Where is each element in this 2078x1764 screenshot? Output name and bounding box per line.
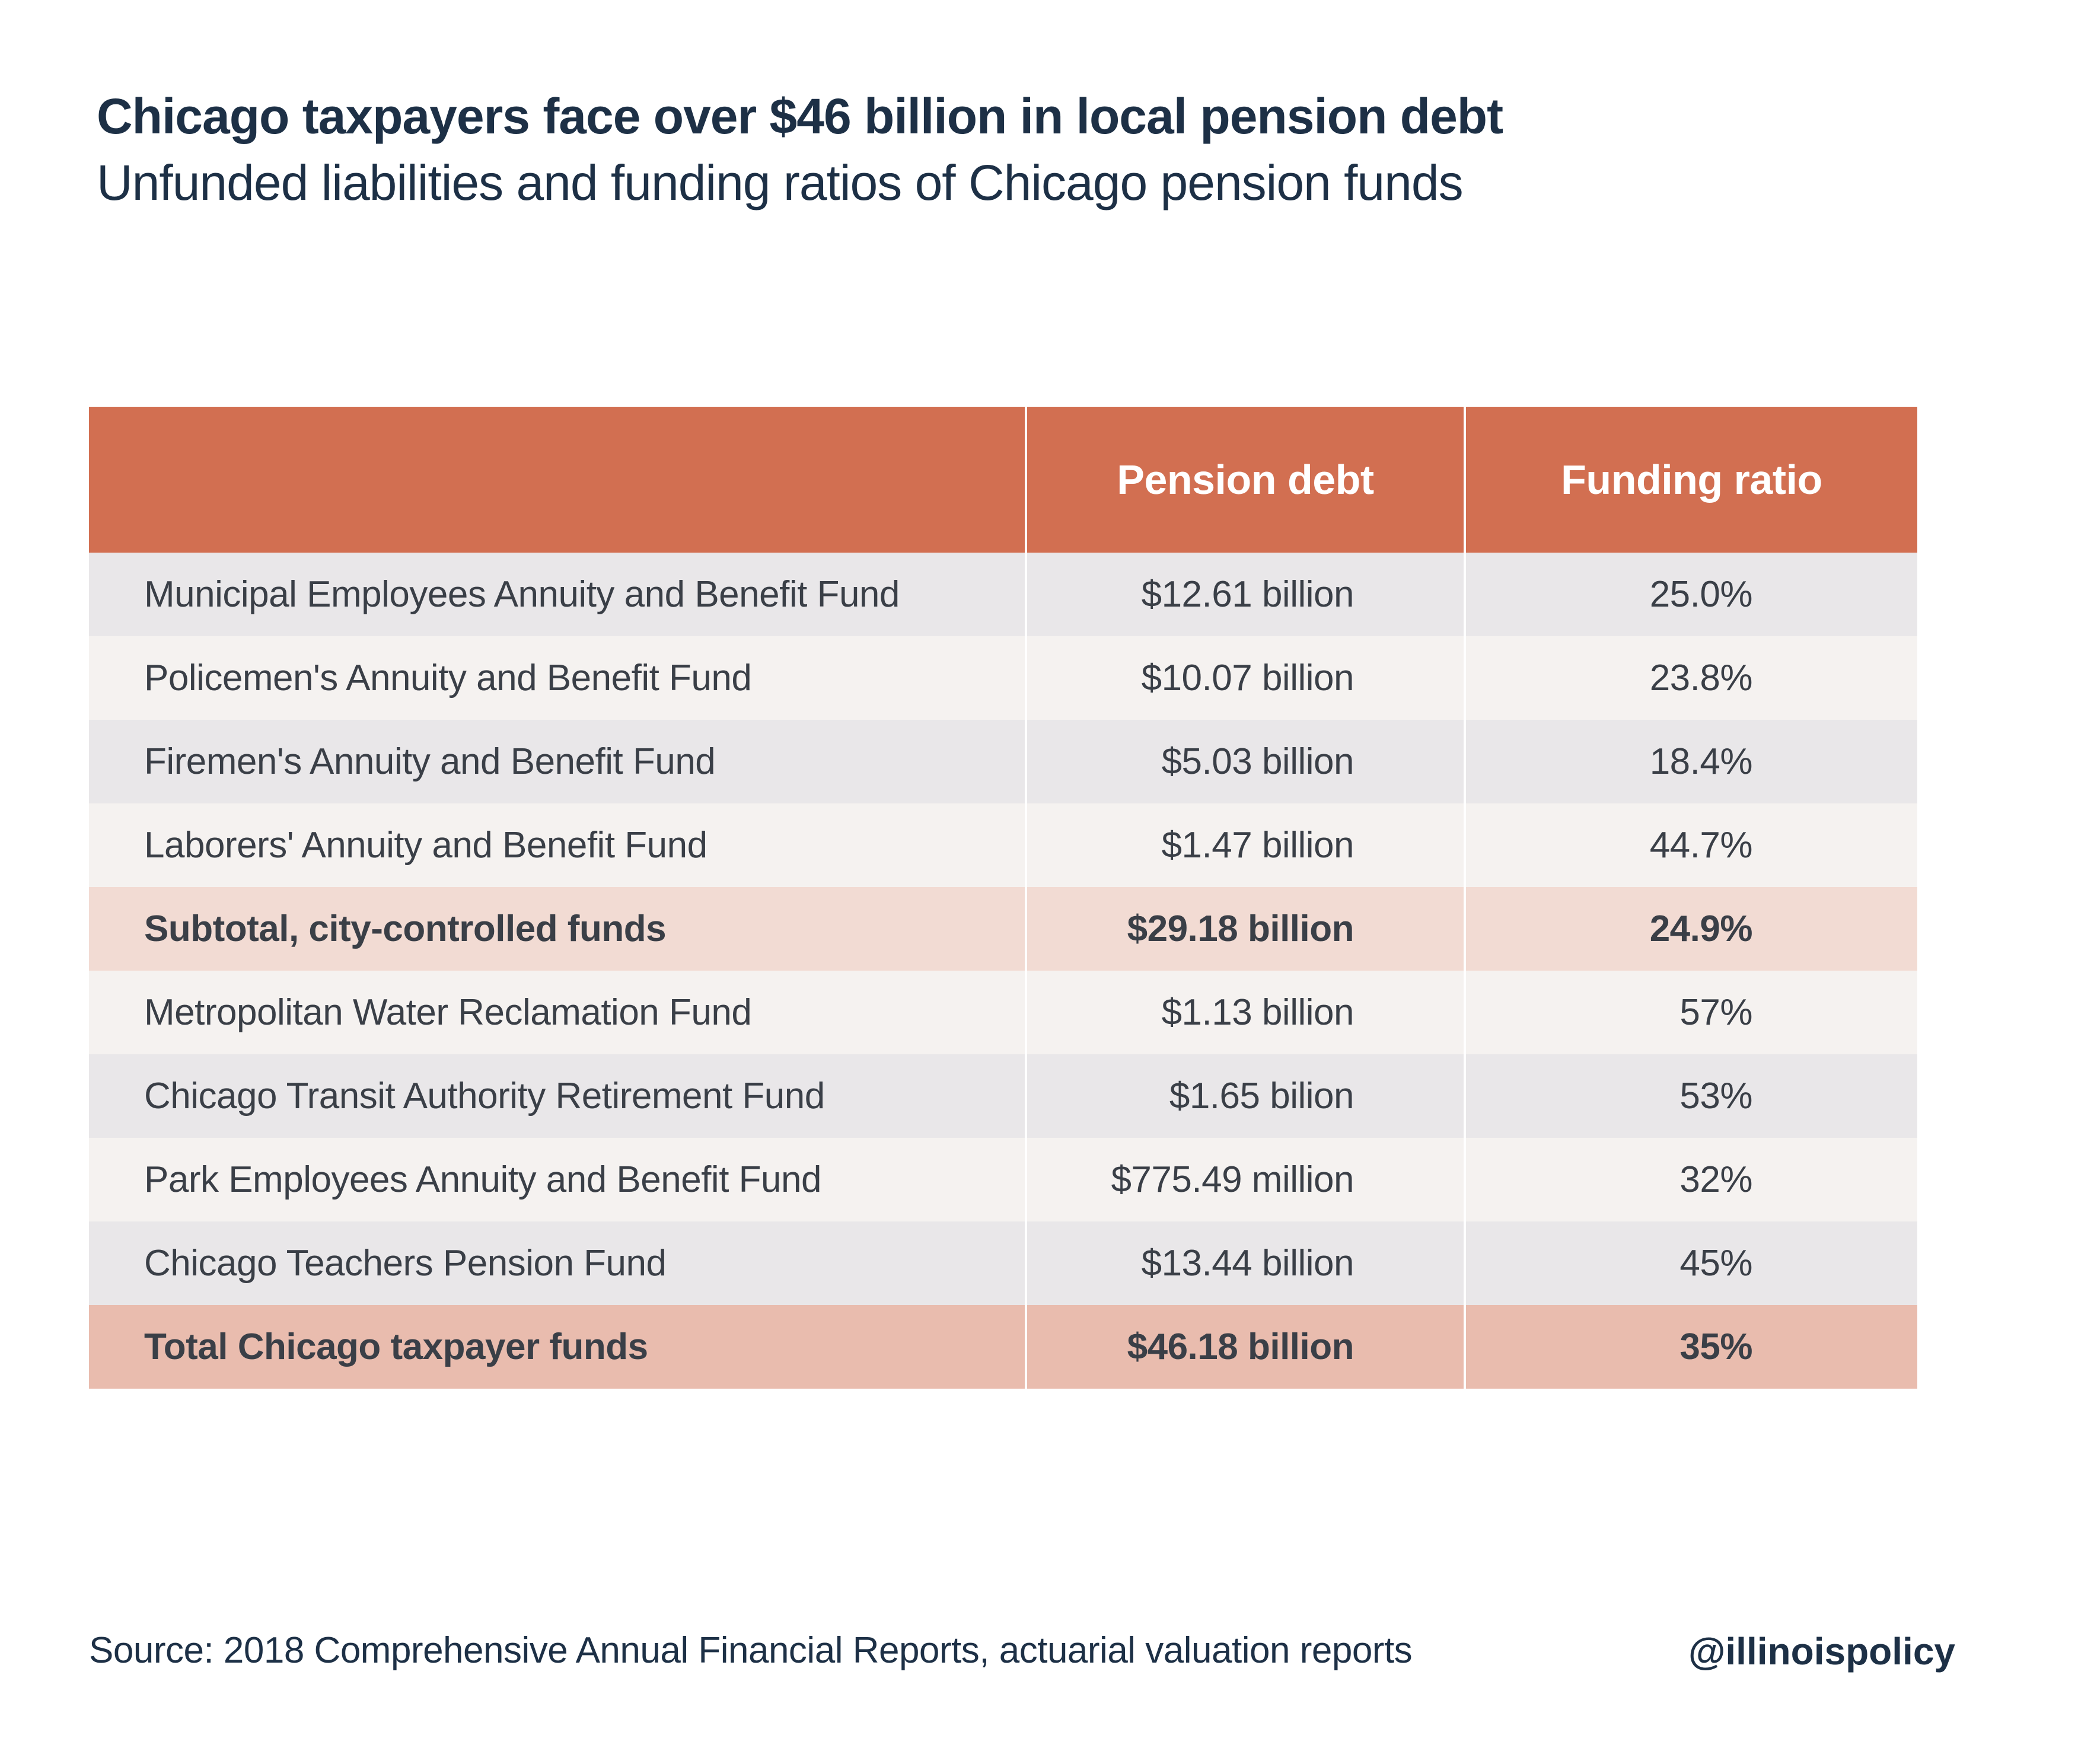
pension-debt-cell: $775.49 million: [1025, 1138, 1465, 1221]
table-row: Municipal Employees Annuity and Benefit …: [89, 553, 1917, 636]
source-note: Source: 2018 Comprehensive Annual Financ…: [89, 1630, 1413, 1671]
table-row: Laborers' Annuity and Benefit Fund $1.47 …: [89, 803, 1917, 887]
column-header-funding-ratio: Funding ratio: [1464, 407, 1917, 553]
column-header-fund: [89, 407, 1026, 553]
pension-debt-cell: $1.13 billion: [1025, 971, 1465, 1054]
funding-ratio-cell: 25.0%: [1464, 553, 1917, 636]
table-row: Chicago Transit Authority Retirement Fun…: [89, 1054, 1917, 1138]
table-row: Policemen's Annuity and Benefit Fund $10.…: [89, 636, 1917, 720]
table-row: Chicago Teachers Pension Fund $13.44 bill…: [89, 1221, 1917, 1305]
pension-table: Pension debt Funding ratio Municipal Emp…: [89, 407, 1917, 1389]
funding-ratio-cell: 24.9%: [1464, 887, 1917, 971]
fund-name-cell: Park Employees Annuity and Benefit Fund: [89, 1138, 1026, 1221]
pension-debt-cell: $5.03 billion: [1025, 720, 1465, 803]
fund-name-cell: Chicago Transit Authority Retirement Fun…: [89, 1054, 1026, 1138]
funding-ratio-cell: 53%: [1464, 1054, 1917, 1138]
table-row: Metropolitan Water Reclamation Fund $1.13…: [89, 971, 1917, 1054]
pension-debt-cell: $1.47 billion: [1025, 803, 1465, 887]
column-header-pension-debt: Pension debt: [1025, 407, 1465, 553]
chart-subtitle: Unfunded liabilities and funding ratios …: [97, 155, 1464, 210]
pension-debt-cell: $46.18 billion: [1025, 1305, 1465, 1389]
table-header-row: Pension debt Funding ratio: [89, 407, 1917, 553]
funding-ratio-cell: 35%: [1464, 1305, 1917, 1389]
table-body: Municipal Employees Annuity and Benefit …: [89, 553, 1917, 1389]
funding-ratio-cell: 44.7%: [1464, 803, 1917, 887]
funding-ratio-cell: 18.4%: [1464, 720, 1917, 803]
fund-name-cell: Metropolitan Water Reclamation Fund: [89, 971, 1026, 1054]
fund-name-cell: Laborers' Annuity and Benefit Fund: [89, 803, 1026, 887]
fund-name-cell: Municipal Employees Annuity and Benefit …: [89, 553, 1026, 636]
table-row: Park Employees Annuity and Benefit Fund $…: [89, 1138, 1917, 1221]
pension-debt-cell: $1.65 bilion: [1025, 1054, 1465, 1138]
fund-name-cell: Total Chicago taxpayer funds: [89, 1305, 1026, 1389]
chart-title: Chicago taxpayers face over $46 billion …: [97, 88, 1503, 144]
fund-name-cell: Firemen's Annuity and Benefit Fund: [89, 720, 1026, 803]
funding-ratio-cell: 45%: [1464, 1221, 1917, 1305]
fund-name-cell: Policemen's Annuity and Benefit Fund: [89, 636, 1026, 720]
fund-name-cell: Subtotal, city-controlled funds: [89, 887, 1026, 971]
pension-debt-cell: $10.07 billion: [1025, 636, 1465, 720]
total-row: Total Chicago taxpayer funds $46.18 billi…: [89, 1305, 1917, 1389]
funding-ratio-cell: 32%: [1464, 1138, 1917, 1221]
fund-name-cell: Chicago Teachers Pension Fund: [89, 1221, 1026, 1305]
pension-debt-cell: $12.61 billion: [1025, 553, 1465, 636]
subtotal-row: Subtotal, city-controlled funds $29.18 bi…: [89, 887, 1917, 971]
social-handle: @illinoispolicy: [1688, 1630, 1955, 1673]
pension-debt-cell: $29.18 billion: [1025, 887, 1465, 971]
funding-ratio-cell: 57%: [1464, 971, 1917, 1054]
pension-debt-cell: $13.44 billion: [1025, 1221, 1465, 1305]
funding-ratio-cell: 23.8%: [1464, 636, 1917, 720]
table-row: Firemen's Annuity and Benefit Fund $5.03 …: [89, 720, 1917, 803]
